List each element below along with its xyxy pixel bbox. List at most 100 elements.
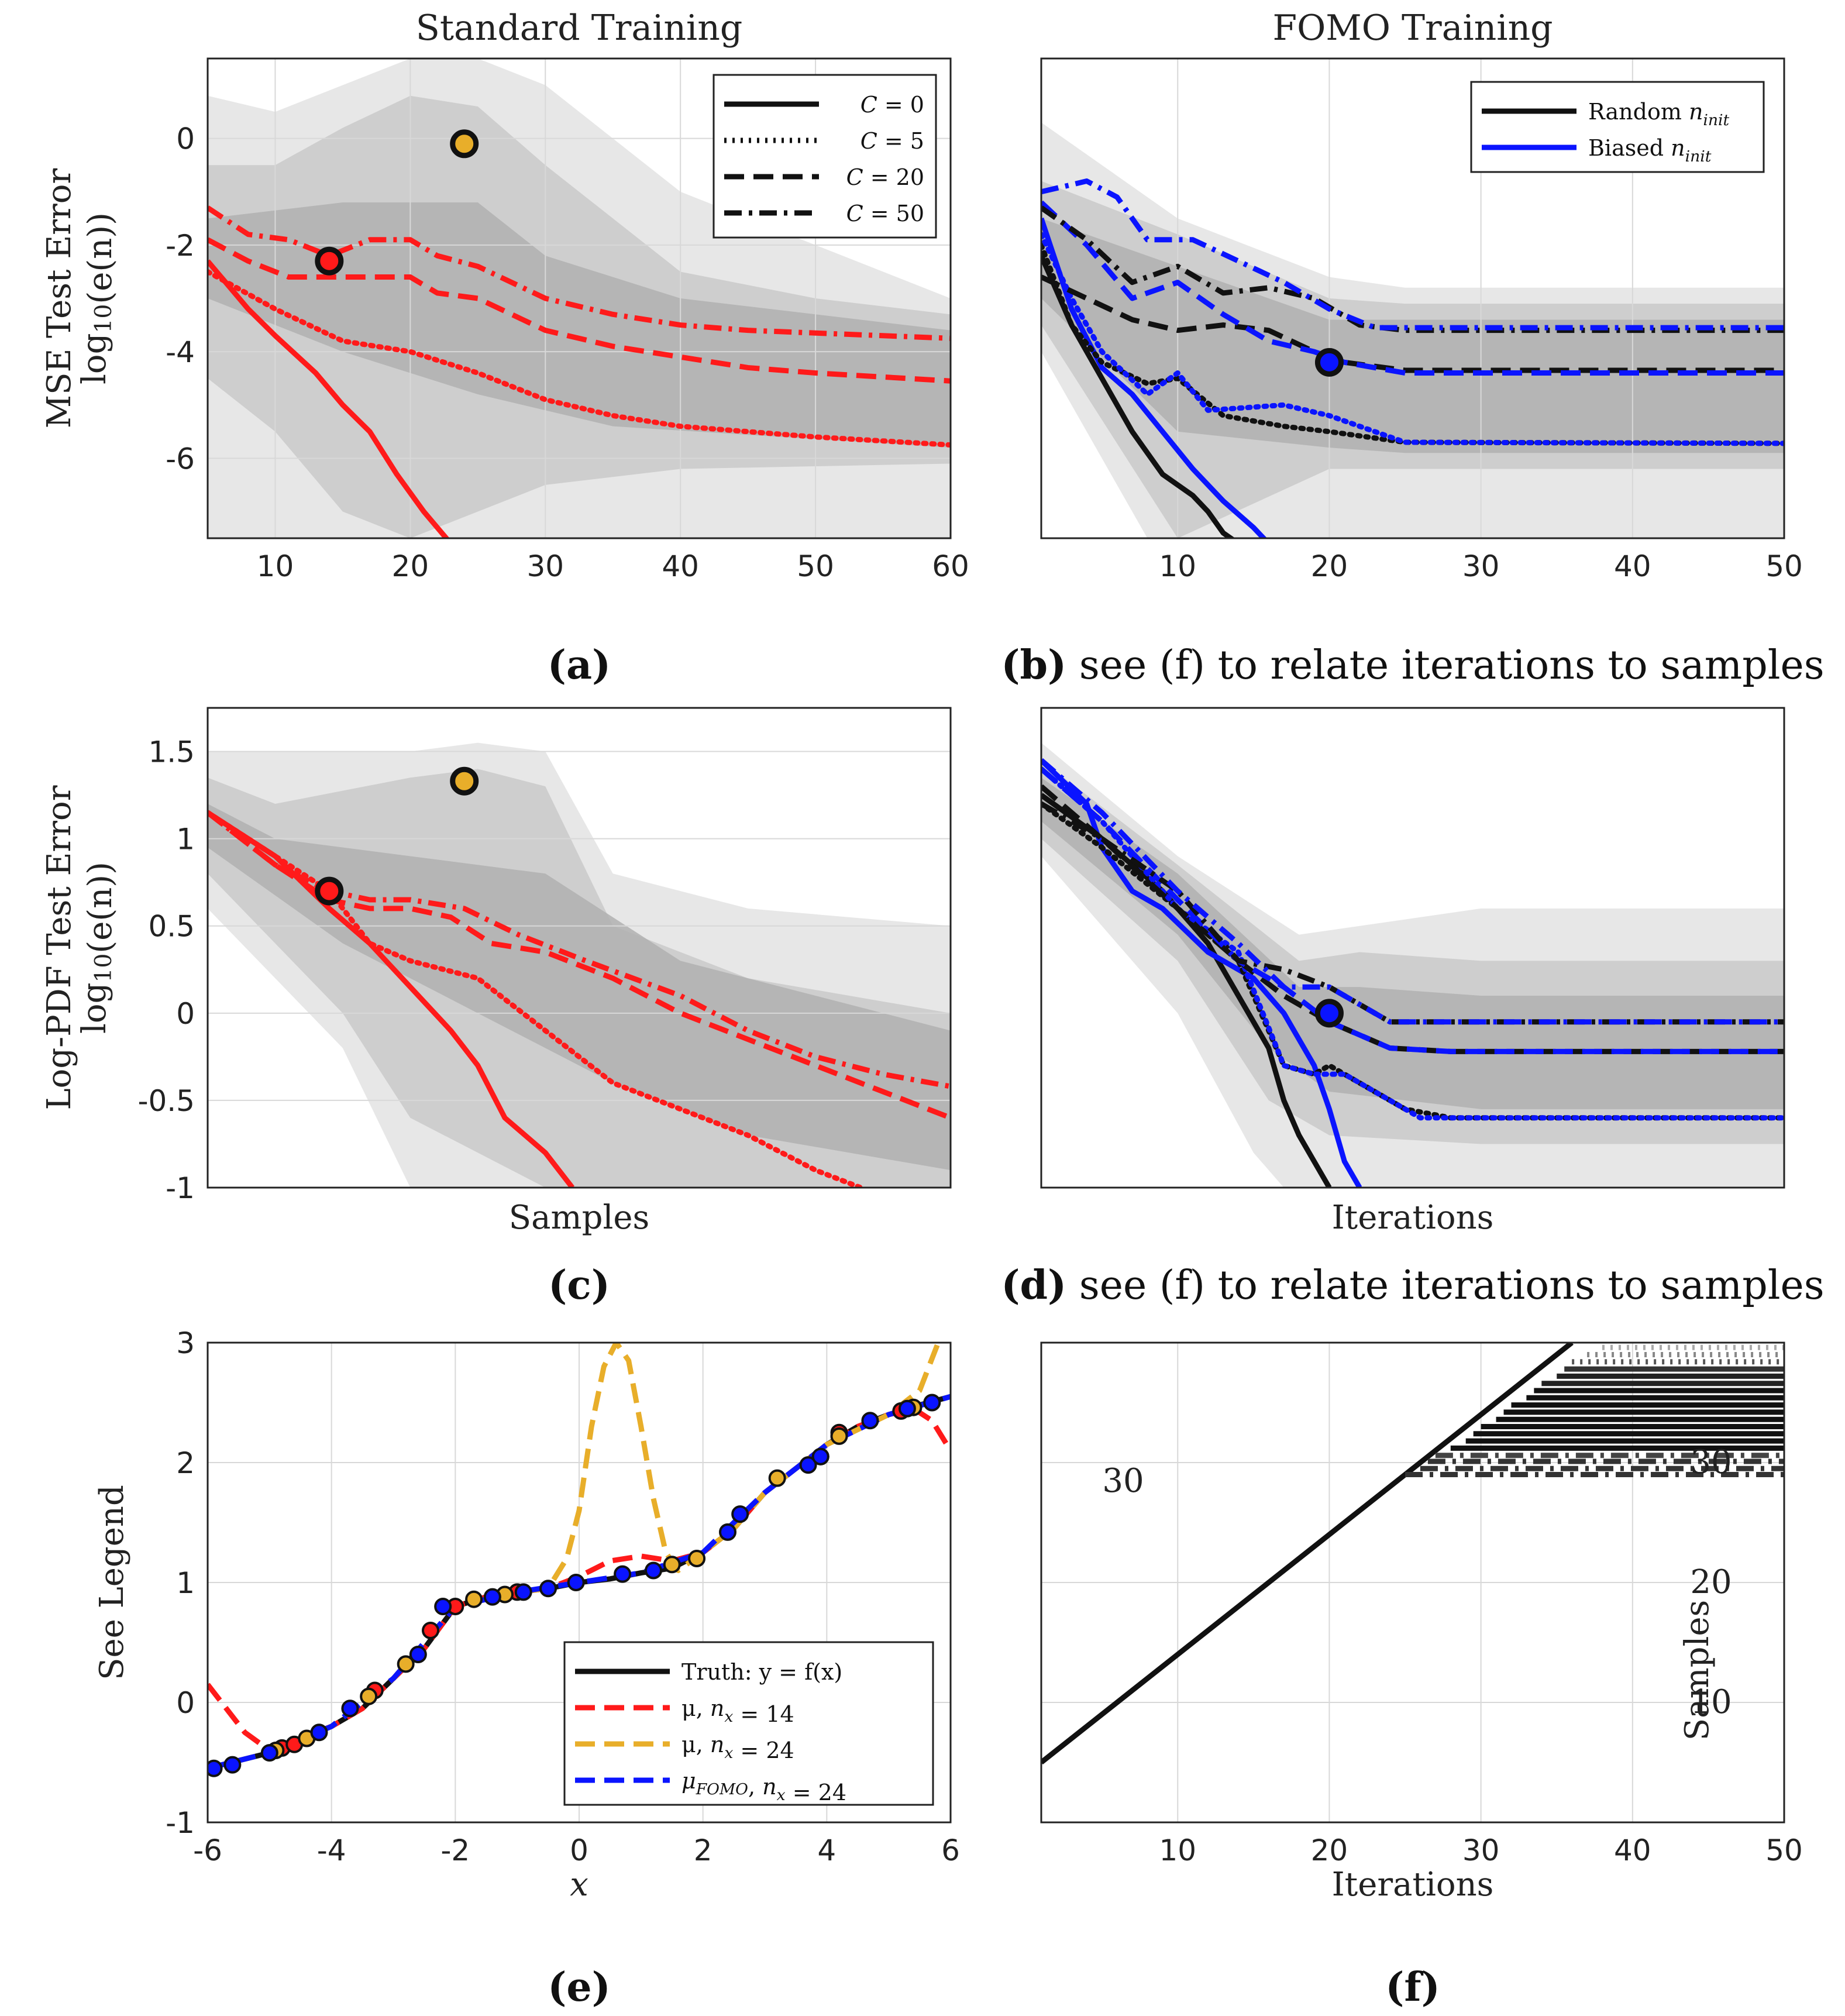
- y-tick-label-a: -2: [166, 229, 195, 263]
- axes-frame-c: [206, 707, 952, 1189]
- training-point-orange: [768, 1469, 786, 1487]
- x-tick-label-e: 2: [694, 1833, 712, 1867]
- x-tick-label-f: 10: [1159, 1833, 1196, 1867]
- training-point-blue: [310, 1723, 328, 1742]
- series-line-random-c-20: [1041, 784, 1784, 1054]
- x-tick-label-b: 40: [1614, 549, 1651, 583]
- series-line-biased-c-20: [1041, 200, 1784, 376]
- y-axis-label-e: See Legend: [93, 1485, 131, 1680]
- legend-label-b-0: Random ninit: [1588, 99, 1730, 129]
- caption-d-letter: (d): [1001, 1262, 1066, 1309]
- uncertainty-band-c-2: [208, 804, 951, 1171]
- y-tick-label-e: 1: [176, 1566, 195, 1600]
- series-e: [208, 1343, 951, 1777]
- caption-b: (b) see (f) to relate iterations to samp…: [1001, 642, 1824, 689]
- training-point-blue: [645, 1561, 662, 1580]
- x-tick-label-b: 30: [1462, 549, 1500, 583]
- axes-frame-f: [1040, 1341, 1785, 1824]
- y-axis-label-a-line1: MSE Test Error: [40, 168, 78, 429]
- series-line-biased-c-0: [1041, 217, 1268, 538]
- x-tick-label-f: 50: [1765, 1833, 1803, 1867]
- bands-a: [208, 59, 951, 538]
- uncertainty-band-d-2: [1041, 777, 1784, 1109]
- bands-d: [1041, 742, 1784, 1188]
- series-d: [1041, 758, 1784, 1188]
- training-point-blue: [614, 1565, 632, 1583]
- caption-a-letter: (a): [548, 642, 611, 689]
- training-point-blue: [208, 1759, 223, 1777]
- legend-a: C = 0 C = 5 C = 20 C = 50: [712, 74, 937, 239]
- series-line-random-c-0: [1041, 254, 1235, 538]
- y-tick-label-e: 0: [176, 1686, 195, 1720]
- x-axis-label-c: Samples: [509, 1199, 650, 1237]
- training-point-blue: [799, 1456, 817, 1474]
- series-f: [1041, 1343, 1784, 1765]
- x-tick-label-a: 30: [526, 549, 564, 583]
- caption-f-letter: (f): [1385, 1964, 1440, 2011]
- training-point-orange: [830, 1427, 848, 1445]
- training-point-orange: [663, 1556, 681, 1574]
- x-tick-label-e: 6: [941, 1833, 960, 1867]
- training-point-blue: [861, 1412, 879, 1430]
- y-tick-label-f: 20: [1690, 1563, 1732, 1601]
- caption-b-text: see (f) to relate iterations to samples: [1066, 642, 1824, 689]
- caption-d-text: see (f) to relate iterations to samples: [1066, 1262, 1824, 1309]
- y-tick-label-e: -1: [166, 1806, 195, 1840]
- y-tick-label-a: -6: [166, 442, 195, 476]
- legend-label-b-1: Biased ninit: [1588, 135, 1712, 166]
- training-point-red: [422, 1622, 439, 1639]
- training-point-blue: [923, 1394, 941, 1412]
- series-b: [1041, 178, 1784, 538]
- y-tick-label-e: 3: [176, 1326, 195, 1360]
- y-tick-label-c: 0: [176, 997, 195, 1031]
- training-point-blue: [539, 1580, 557, 1598]
- chart-panel-f: 10 20 30 40 50 30 20 10 Iterations Samples 30: [1040, 1341, 1803, 1904]
- x-tick-label-e: -2: [440, 1833, 470, 1867]
- chart-panel-c: 1.5 1 0.5 0 -0.5 -1 Samples Log-PDF Test Errorl…: [40, 707, 952, 1237]
- y-tick-label-e: 2: [176, 1446, 195, 1480]
- training-point-blue: [811, 1447, 829, 1465]
- legend-label-e-2: μ, nx = 24: [681, 1732, 794, 1763]
- training-point-blue: [434, 1598, 452, 1615]
- caption-e: (e): [548, 1964, 611, 2011]
- series-line-c-20: [208, 237, 951, 384]
- chart-panel-a: 10 20 30 40 50 60 0 -2 -4 -6 MSE Test Errorlog10(e…: [40, 57, 969, 583]
- training-point-orange: [688, 1550, 706, 1567]
- series-line-c-50: [208, 205, 951, 341]
- y-tick-label-c: 1: [176, 823, 195, 856]
- training-point-blue: [719, 1523, 736, 1541]
- series-a: [208, 205, 951, 538]
- series-line-biased-c-0: [1041, 758, 1362, 1188]
- caption-f: (f): [1385, 1964, 1440, 2011]
- x-tick-label-e: -6: [193, 1833, 222, 1867]
- x-tick-label-e: 0: [570, 1833, 588, 1867]
- x-tick-label-a: 20: [392, 549, 429, 583]
- legend-label-a-0: C = 0: [860, 92, 924, 118]
- x-tick-label-f: 30: [1462, 1833, 1500, 1867]
- y-axis-label-c-line2: log10(e(n)): [75, 862, 119, 1034]
- y-axis-label-a-line2: log10(e(n)): [75, 212, 119, 384]
- series-line-random-c-50: [1041, 801, 1784, 1025]
- training-point-blue: [223, 1756, 242, 1774]
- caption-d: (d) see (f) to relate iterations to samp…: [1001, 1262, 1824, 1309]
- x-tick-label-b: 50: [1765, 549, 1803, 583]
- legend-label-a-1: C = 5: [860, 128, 924, 154]
- caption-e-letter: (e): [548, 1964, 611, 2011]
- y-tick-label-c: 0.5: [148, 910, 195, 944]
- chart-panel-e: -6 -4 -2 0 2 4 6 3 2 1 0 -1 x See Legend Truth: y = f(…: [93, 1326, 960, 1904]
- axes-frame-e: [206, 1341, 952, 1824]
- title-fomo-training: FOMO Training: [1272, 8, 1553, 49]
- uncertainty-band-b-2: [1041, 218, 1784, 453]
- y-tick-label-a: 0: [176, 122, 195, 156]
- x-tick-label-b: 20: [1311, 549, 1348, 583]
- training-point-orange: [465, 1590, 483, 1608]
- training-point-blue: [409, 1646, 427, 1663]
- x-tick-label-a: 40: [662, 549, 699, 583]
- legend-b: Random ninit Biased ninit: [1470, 81, 1765, 173]
- training-point-blue: [898, 1399, 916, 1418]
- series-line-mu-fomo-n24: [208, 1394, 951, 1771]
- legend-label-e-3: μFOMO, nx = 24: [681, 1768, 846, 1805]
- caption-c: (c): [548, 1262, 610, 1309]
- highlight-marker-blue: [1314, 348, 1344, 377]
